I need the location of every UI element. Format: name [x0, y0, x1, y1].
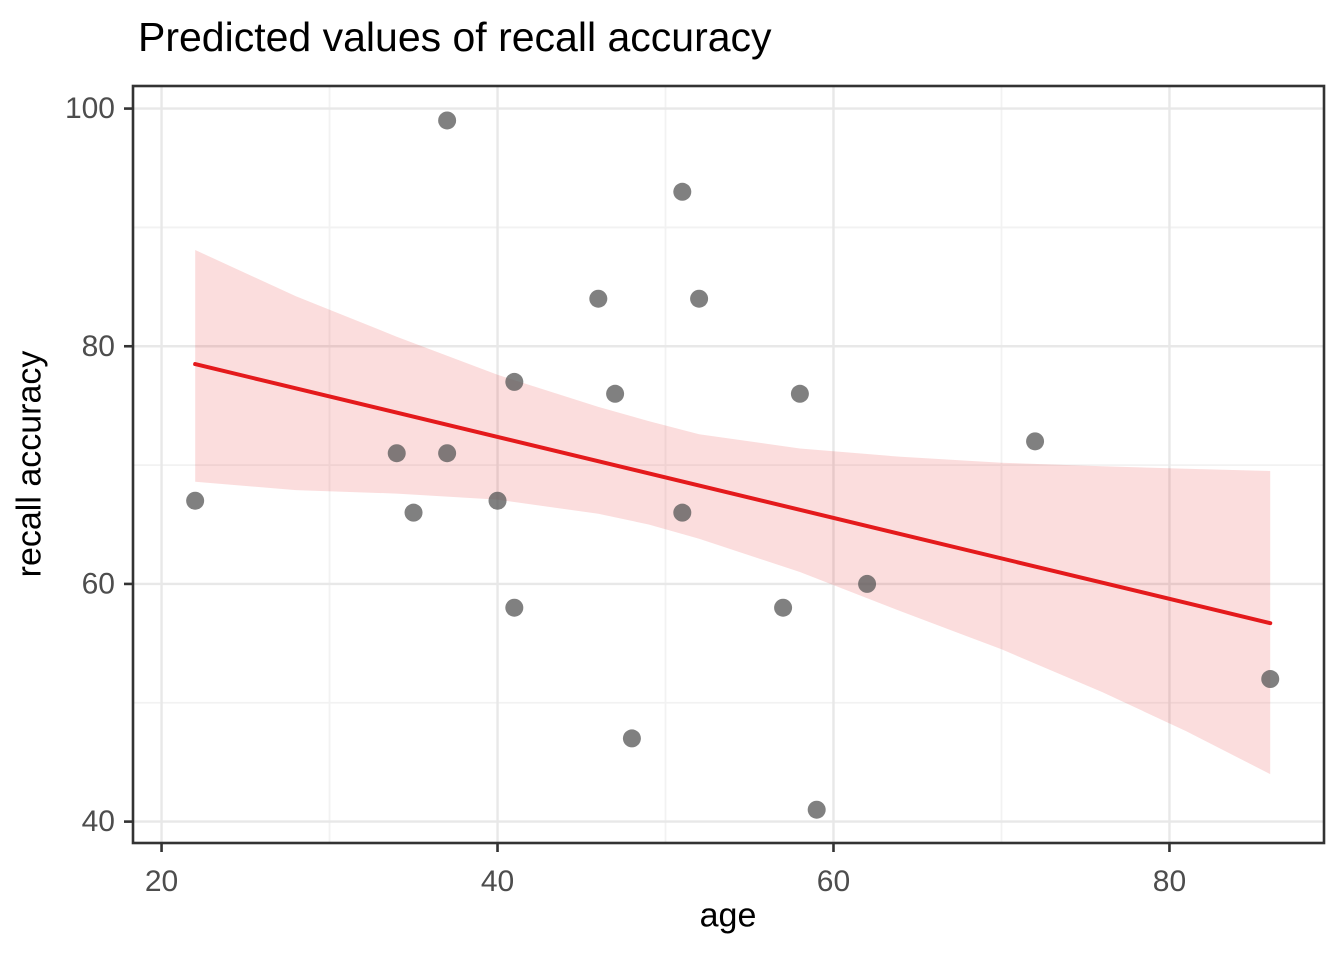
y-tick-label: 80 [82, 330, 115, 363]
x-tick-label: 60 [817, 865, 850, 898]
panel-border [131, 84, 1326, 845]
x-tick-label: 80 [1153, 865, 1186, 898]
data-point [438, 444, 457, 463]
data-point [505, 598, 524, 617]
data-point [589, 289, 608, 308]
data-point [186, 491, 205, 510]
data-point [858, 574, 877, 593]
confidence-band [195, 250, 1271, 775]
y-tick-label: 40 [82, 805, 115, 838]
chart-title: Predicted values of recall accuracy [138, 14, 772, 60]
x-tick-label: 40 [481, 865, 514, 898]
data-point [438, 111, 457, 130]
data-point [505, 372, 524, 391]
data-point [790, 384, 809, 403]
data-point [622, 729, 641, 748]
data-point [673, 503, 692, 522]
data-point [1261, 670, 1280, 689]
x-tick-label: 20 [145, 865, 178, 898]
y-tick-label: 100 [65, 92, 115, 125]
data-point [673, 182, 692, 201]
data-point [1026, 432, 1045, 451]
data-point [488, 491, 507, 510]
data-point [690, 289, 709, 308]
data-point [404, 503, 423, 522]
data-point [807, 800, 826, 819]
y-tick-label: 60 [82, 567, 115, 600]
data-point [774, 598, 793, 617]
regression-line [193, 362, 1273, 626]
x-axis-title: age [699, 896, 757, 935]
data-point [606, 384, 625, 403]
data-point [387, 444, 406, 463]
